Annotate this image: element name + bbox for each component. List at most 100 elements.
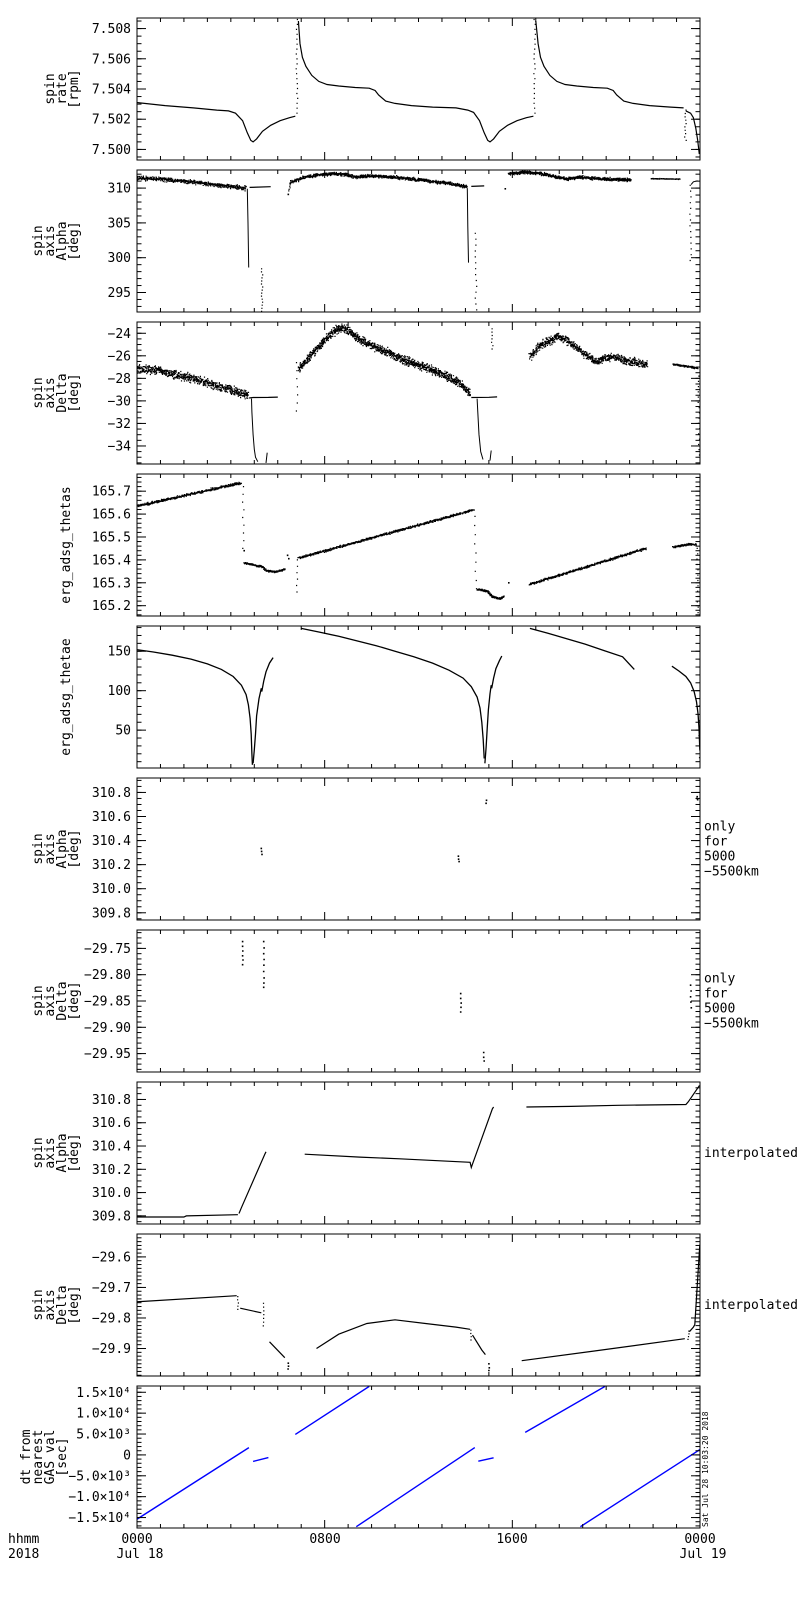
y-tick-label: 310.8 <box>92 1093 131 1108</box>
y-tick-label: 165.6 <box>92 508 131 523</box>
y-tick-label: −29.80 <box>84 968 131 983</box>
panel-annotation: for <box>704 987 728 1002</box>
y-tick-label: 100 <box>108 684 131 699</box>
panel-erg-adsg-thetas: 165.2 165.3 165.4 165.5 165.6 165.7 erg_adsg_t… <box>59 473 701 617</box>
panel-annotation: 5000 <box>704 850 735 865</box>
y-tick-label: −29.90 <box>84 1021 131 1036</box>
panel-data <box>137 1085 700 1218</box>
y-tick-label: 0 <box>123 1448 131 1463</box>
y-axis-title-line: [deg] <box>67 1133 82 1172</box>
y-axis-title-line: [deg] <box>67 981 82 1020</box>
y-tick-label: −30 <box>108 394 131 409</box>
y-tick-label: 310.0 <box>92 1186 131 1201</box>
x-axis-unit-label: hhmm <box>8 1532 40 1547</box>
panel-data <box>260 795 699 863</box>
panel-data <box>137 1244 700 1372</box>
panel-data <box>137 170 698 312</box>
y-axis-title-line: Delta <box>55 373 70 412</box>
panel-data <box>241 940 693 1062</box>
y-axis-title-line: spin <box>31 833 46 864</box>
y-axis-title-line: spin <box>43 73 58 104</box>
panel-dt-from-nearest-gas: −1.5×10⁴ −1.0×10⁴ −5.0×10³ 0 5.0×10³ 1.0×10⁴ 1… <box>19 1385 701 1529</box>
y-tick-label: −1.0×10⁴ <box>68 1490 131 1505</box>
panel-data <box>137 481 699 614</box>
y-tick-label: 7.508 <box>92 22 131 37</box>
y-tick-label: 309.8 <box>92 906 131 921</box>
y-tick-label: 1.0×10⁴ <box>76 1407 131 1422</box>
y-axis-title-line: Delta <box>55 981 70 1020</box>
y-axis-title-line: erg_adsg_thetas <box>59 486 74 603</box>
y-tick-label: −24 <box>108 327 132 342</box>
panel-annotation: −5500km <box>704 1017 759 1032</box>
y-tick-label: −34 <box>108 439 132 454</box>
y-axis-title-line: axis <box>43 225 58 256</box>
y-axis-title-line: axis <box>43 377 58 408</box>
panel-spin-axis-alpha-interpolated: 309.8 310.0 310.2 310.4 310.6 310.8 spinaxisAl… <box>31 1081 798 1225</box>
panel-erg-adsg-thetae: 50 100 150 erg_adsg_thetae <box>59 625 701 769</box>
x-axis-year-label: 2018 <box>8 1547 40 1562</box>
x-tick-sublabel-jul18: Jul 18 <box>116 1547 164 1562</box>
panel-data <box>137 627 700 765</box>
y-tick-label: 310 <box>108 182 131 197</box>
y-axis-title-line: rate <box>55 73 70 104</box>
panel-annotation: only <box>704 820 735 835</box>
y-tick-label: 305 <box>108 216 131 231</box>
plot-timestamp-watermark: Sat Jul 28 10:03:20 2018 <box>701 1411 710 1527</box>
x-tick-label-0000-jul18: 0000 <box>121 1532 153 1547</box>
y-tick-label: 310.2 <box>92 1163 131 1178</box>
y-tick-label: 7.504 <box>92 83 131 98</box>
y-axis-title-line: spin <box>31 1289 46 1320</box>
y-axis-title-line: Alpha <box>55 221 70 260</box>
panel-data <box>137 323 700 463</box>
panel-annotation: for <box>704 835 728 850</box>
y-tick-label: 7.506 <box>92 52 131 67</box>
y-axis-title-line: Alpha <box>55 829 70 868</box>
panel-annotation: interpolated <box>704 1146 798 1161</box>
y-axis-title-line: axis <box>43 1137 58 1168</box>
y-tick-label: −26 <box>108 349 131 364</box>
y-axis-title-line: Delta <box>55 1285 70 1324</box>
x-tick-label-0000-jul19: 0000 <box>684 1532 716 1547</box>
y-tick-label: −28 <box>108 372 131 387</box>
y-axis-title-line: axis <box>43 985 58 1016</box>
y-axis-title-line: spin <box>31 1137 46 1168</box>
y-tick-label: 5.0×10³ <box>76 1428 131 1443</box>
y-tick-label: 165.3 <box>92 576 131 591</box>
y-axis-title-line: [sec] <box>55 1437 70 1476</box>
y-axis-title-line: spin <box>31 377 46 408</box>
y-tick-label: −29.7 <box>92 1281 131 1296</box>
y-tick-label: 165.4 <box>92 553 131 568</box>
y-tick-label: 7.500 <box>92 143 131 158</box>
y-tick-label: 150 <box>108 645 131 660</box>
y-tick-label: 309.8 <box>92 1209 131 1224</box>
y-tick-label: 165.7 <box>92 485 131 500</box>
y-tick-label: 310.0 <box>92 882 131 897</box>
x-tick-sublabel-jul19: Jul 19 <box>679 1547 727 1562</box>
y-tick-label: 165.5 <box>92 530 131 545</box>
x-tick-label-1600: 1600 <box>496 1532 528 1547</box>
panel-spin-axis-delta-5000km: −29.95 −29.90 −29.85 −29.80 −29.75 spinaxisDe… <box>31 929 759 1073</box>
y-tick-label: 310.8 <box>92 786 131 801</box>
y-tick-label: 50 <box>115 724 131 739</box>
y-tick-label: −29.8 <box>92 1311 131 1326</box>
y-tick-label: −5.0×10³ <box>68 1469 131 1484</box>
y-axis-title-line: Alpha <box>55 1133 70 1172</box>
y-axis-title-line: [deg] <box>67 373 82 412</box>
panel-annotation: only <box>704 972 735 987</box>
y-tick-label: 310.6 <box>92 810 131 825</box>
y-axis-title-line: spin <box>31 985 46 1016</box>
y-tick-label: −32 <box>108 417 131 432</box>
y-tick-label: 1.5×10⁴ <box>76 1386 131 1401</box>
y-tick-label: −29.75 <box>84 942 131 957</box>
y-tick-label: 310.2 <box>92 858 131 873</box>
y-axis-title-line: [deg] <box>67 829 82 868</box>
y-axis-title-line: [deg] <box>67 1285 82 1324</box>
y-tick-label: 310.4 <box>92 834 131 849</box>
y-tick-label: 300 <box>108 251 131 266</box>
panel-data <box>137 18 700 155</box>
